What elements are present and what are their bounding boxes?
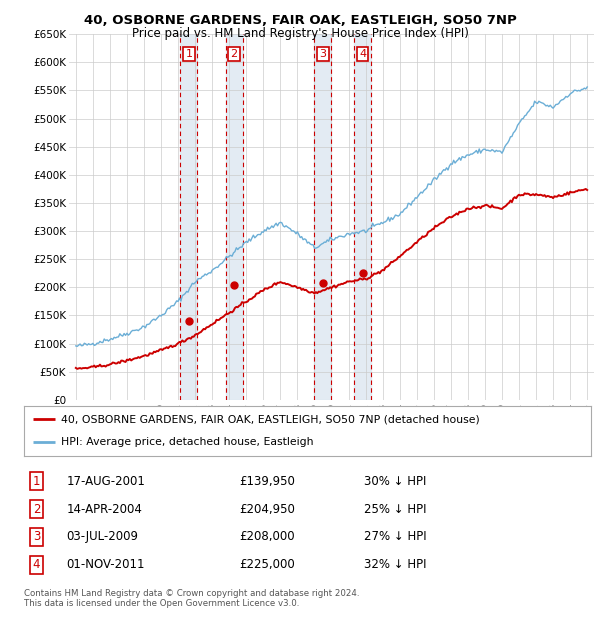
- Text: 30% ↓ HPI: 30% ↓ HPI: [364, 475, 427, 488]
- Text: 32% ↓ HPI: 32% ↓ HPI: [364, 558, 427, 571]
- Text: 4: 4: [33, 558, 40, 571]
- Text: £208,000: £208,000: [239, 530, 295, 543]
- Text: 4: 4: [359, 49, 366, 59]
- Text: £204,950: £204,950: [239, 503, 295, 516]
- Text: Contains HM Land Registry data © Crown copyright and database right 2024.
This d: Contains HM Land Registry data © Crown c…: [24, 589, 359, 608]
- Text: 1: 1: [185, 49, 193, 59]
- Text: 1: 1: [33, 475, 40, 488]
- Text: 40, OSBORNE GARDENS, FAIR OAK, EASTLEIGH, SO50 7NP (detached house): 40, OSBORNE GARDENS, FAIR OAK, EASTLEIGH…: [61, 415, 479, 425]
- Bar: [354, 34, 371, 400]
- Bar: [226, 34, 242, 400]
- Text: 3: 3: [33, 530, 40, 543]
- Text: 01-NOV-2011: 01-NOV-2011: [67, 558, 145, 571]
- Bar: [181, 34, 197, 400]
- Text: £139,950: £139,950: [239, 475, 295, 488]
- Text: 14-APR-2004: 14-APR-2004: [67, 503, 142, 516]
- Text: 2: 2: [230, 49, 238, 59]
- Bar: [314, 34, 331, 400]
- Text: 40, OSBORNE GARDENS, FAIR OAK, EASTLEIGH, SO50 7NP: 40, OSBORNE GARDENS, FAIR OAK, EASTLEIGH…: [83, 14, 517, 27]
- Text: 27% ↓ HPI: 27% ↓ HPI: [364, 530, 427, 543]
- Text: HPI: Average price, detached house, Eastleigh: HPI: Average price, detached house, East…: [61, 437, 313, 447]
- Text: £225,000: £225,000: [239, 558, 295, 571]
- Text: Price paid vs. HM Land Registry's House Price Index (HPI): Price paid vs. HM Land Registry's House …: [131, 27, 469, 40]
- Text: 03-JUL-2009: 03-JUL-2009: [67, 530, 139, 543]
- Text: 25% ↓ HPI: 25% ↓ HPI: [364, 503, 427, 516]
- Text: 3: 3: [319, 49, 326, 59]
- Text: 2: 2: [33, 503, 40, 516]
- Text: 17-AUG-2001: 17-AUG-2001: [67, 475, 145, 488]
